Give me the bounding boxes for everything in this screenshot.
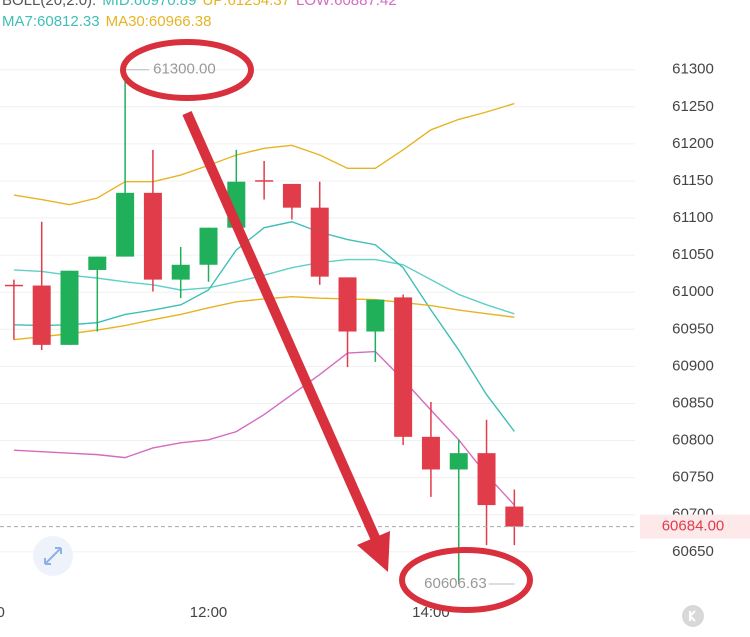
scroll-bg[interactable]	[682, 605, 704, 627]
candle-body	[366, 299, 385, 332]
y-tick-label: 61050	[672, 246, 714, 263]
candle-body	[421, 436, 440, 470]
y-tick-label: 60850	[672, 394, 714, 411]
candle-body	[32, 285, 51, 345]
header-item: MA7:60812.33	[2, 13, 100, 30]
expand-icon[interactable]	[44, 547, 62, 565]
arrow-head	[357, 531, 390, 572]
header-item: BOLL(20,2.0):	[2, 0, 96, 9]
high-label: 61300.00	[153, 61, 216, 78]
circle-high	[120, 39, 254, 101]
header-item: MID:60970.89	[102, 0, 196, 9]
y-tick-label: 61200	[672, 135, 714, 152]
candle-body	[338, 277, 357, 332]
candle-body	[310, 207, 329, 277]
indicator-line	[13, 221, 515, 432]
candles	[4, 69, 524, 584]
scroll-latest-button[interactable]	[682, 605, 704, 627]
candle-body	[255, 180, 274, 182]
x-tick-label: 10:00	[0, 604, 5, 621]
candle-body	[4, 284, 23, 287]
candle-body	[282, 183, 301, 208]
indicator-line	[13, 102, 515, 206]
candle-body	[88, 256, 107, 270]
header-line: MA7:60812.33 MA30:60966.38	[2, 13, 212, 30]
y-tick-label: 61250	[672, 98, 714, 115]
header-item: MA30:60966.38	[106, 13, 212, 30]
y-tick-label: 61150	[673, 172, 714, 189]
grid	[0, 69, 635, 553]
candle-body	[60, 270, 79, 345]
candle-body	[449, 453, 468, 470]
x-tick-label: 12:00	[190, 604, 228, 621]
header-line: BOLL(20,2.0): MID:60970.89 UP:61254.37 LOW:…	[2, 0, 397, 9]
candle-body	[394, 297, 413, 437]
low-label: 60606.63	[424, 575, 487, 592]
candle-body	[171, 264, 190, 280]
circle-low	[399, 547, 533, 613]
last-price-box	[640, 514, 750, 539]
indicator-line	[13, 350, 515, 506]
y-tick-label: 60800	[672, 432, 714, 449]
labels: BOLL(20,2.0): MID:60970.89 UP:61254.37 LOW:…	[0, 0, 750, 621]
y-tick-label: 61100	[673, 209, 714, 226]
y-tick-label: 61000	[672, 283, 714, 300]
candle-body	[116, 192, 135, 257]
header-item: LOW:60887.42	[296, 0, 397, 9]
header-item: UP:61254.37	[202, 0, 290, 9]
y-tick-label: 60750	[672, 469, 714, 486]
candle-body	[505, 506, 524, 527]
arrow-shaft	[182, 110, 382, 545]
candle-body	[143, 192, 162, 280]
scroll-icon[interactable]	[688, 610, 696, 622]
expand-button[interactable]	[33, 536, 73, 576]
candle-body	[477, 453, 496, 506]
last-price-label: 60684.00	[662, 518, 725, 535]
highlight-overlay	[120, 39, 533, 613]
y-tick-label: 60650	[672, 543, 714, 560]
y-tick-label: 60900	[672, 357, 714, 374]
y-tick-label: 61300	[672, 61, 714, 78]
indicator-line	[13, 295, 515, 341]
y-tick-label: 60950	[672, 320, 714, 337]
candle-body	[199, 227, 218, 265]
